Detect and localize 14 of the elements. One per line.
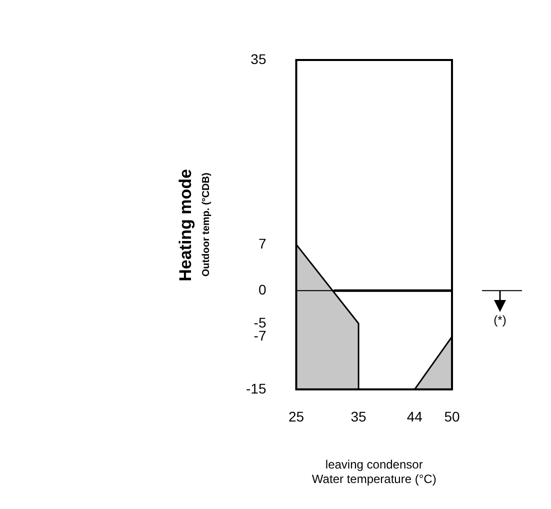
y-tick-label: -7: [254, 328, 266, 344]
y-tick-label: -15: [246, 380, 266, 396]
x-tick-label: 25: [288, 408, 304, 425]
x-tick-label: 50: [444, 408, 460, 425]
y-tick-label: 0: [258, 281, 266, 298]
y-tick-label: 35: [250, 50, 266, 67]
text: Heating mode: [176, 168, 196, 282]
x-axis-title: leaving condensor Water temperature (°C): [312, 458, 436, 486]
x-tick-label: 44: [406, 408, 423, 425]
y-axis-title: Outdoor temp. (°CDB): [200, 172, 212, 277]
y-tick-label: 7: [258, 235, 266, 252]
legend-label: (*): [494, 312, 506, 327]
x-tick-label: 35: [350, 408, 367, 425]
y-tick-label: -5: [254, 314, 266, 330]
